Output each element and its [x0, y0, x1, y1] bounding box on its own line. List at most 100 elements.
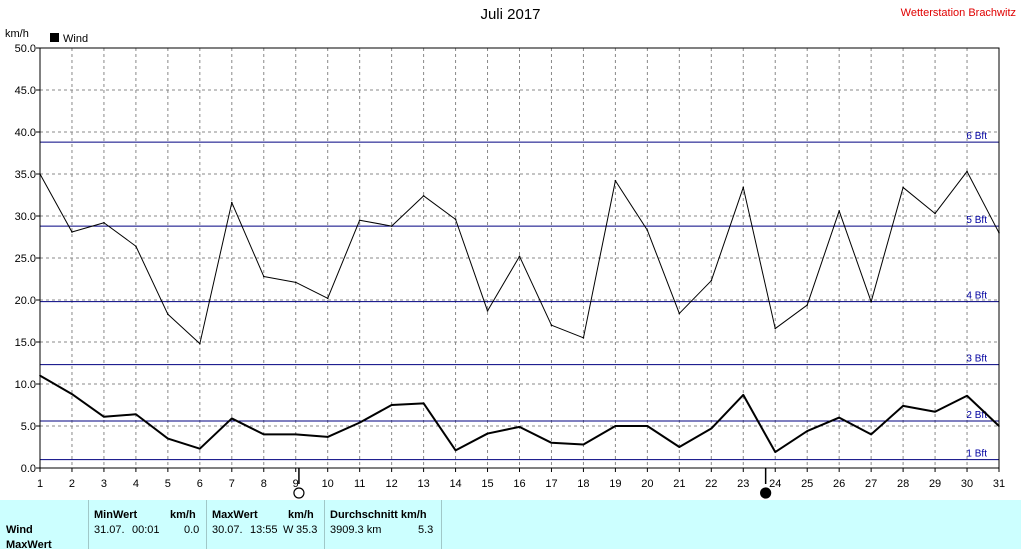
- x-tick-label: 14: [449, 478, 461, 490]
- panel-separator: [441, 500, 442, 549]
- x-tick-label: 10: [322, 478, 334, 490]
- avg-value: 5.3: [418, 524, 434, 536]
- y-tick-label: 0.0: [21, 463, 36, 475]
- x-tick-label: 13: [417, 478, 429, 490]
- data-point: [199, 342, 201, 345]
- data-point: [39, 173, 41, 175]
- data-point: [518, 255, 521, 258]
- data-point: [390, 225, 393, 227]
- data-point: [422, 195, 425, 197]
- series-lines: [39, 170, 1000, 454]
- data-point: [678, 312, 681, 315]
- y-tick-label: 20.0: [15, 295, 36, 307]
- x-tick-label: 18: [577, 478, 589, 490]
- data-point: [998, 425, 1000, 427]
- legend-label: Wind: [63, 33, 88, 45]
- data-point: [742, 394, 745, 396]
- panel-separator: [324, 500, 325, 549]
- data-point: [103, 221, 105, 224]
- x-tick-label: 26: [833, 478, 845, 490]
- bft-label: 3 Bft: [966, 354, 987, 365]
- max-header: MaxWert: [212, 509, 258, 521]
- data-point: [742, 186, 745, 189]
- data-point: [678, 446, 681, 448]
- x-tick-label: 11: [354, 478, 365, 490]
- data-point: [486, 310, 489, 312]
- min-value: 0.0: [184, 524, 200, 536]
- max-date: 30.07.: [212, 524, 243, 536]
- x-tick-label: 7: [229, 478, 235, 490]
- y-tick-labels: 0.0 5.0 10.0 15.0 20.0 25.0 30.0 35.0 40.0 45.0 50…: [15, 43, 36, 475]
- x-tick-label: 28: [897, 478, 909, 490]
- data-point: [838, 416, 840, 419]
- data-point: [934, 212, 936, 215]
- data-point: [646, 425, 649, 427]
- data-point: [614, 425, 617, 427]
- new-moon-icon: [760, 487, 772, 499]
- y-tick-label: 50.0: [15, 43, 36, 55]
- data-point: [806, 430, 808, 432]
- data-point: [135, 413, 137, 416]
- max-time: 13:55: [250, 524, 278, 536]
- data-point: [550, 442, 553, 444]
- data-point: [870, 300, 872, 303]
- data-point: [262, 433, 265, 436]
- data-point: [326, 297, 329, 300]
- x-tick-label: 31: [993, 478, 1005, 490]
- row-label-maxwert: MaxWert: [6, 539, 52, 551]
- series-line-maxwert: [39, 170, 1000, 345]
- data-point: [231, 201, 233, 204]
- data-point: [231, 417, 233, 420]
- x-tick-label: 15: [481, 478, 493, 490]
- data-point: [294, 281, 297, 284]
- min-date: 31.07.: [94, 524, 125, 536]
- data-point: [103, 415, 105, 418]
- data-point: [262, 275, 265, 278]
- x-tick-label: 5: [165, 478, 171, 490]
- min-time: 00:01: [132, 524, 160, 536]
- data-point: [422, 402, 425, 405]
- data-point: [167, 437, 169, 440]
- bft-label: 4 Bft: [966, 291, 987, 302]
- avg-distance: 3909.3 km: [330, 524, 382, 536]
- x-tick-label: 16: [513, 478, 525, 490]
- data-point: [199, 447, 201, 450]
- min-unit: km/h: [170, 509, 196, 521]
- y-tick-label: 10.0: [15, 379, 36, 391]
- grid-lines: [40, 48, 999, 468]
- panel-separator: [206, 500, 207, 549]
- wind-chart: 1 Bft 2 Bft 3 Bft 4 Bft 5 Bft 6 Bft 0.0 5.0 10.…: [5, 28, 1005, 499]
- panel-separator: [88, 500, 89, 549]
- bft-label: 6 Bft: [966, 131, 987, 142]
- data-point: [998, 232, 1000, 234]
- data-point: [135, 245, 137, 248]
- data-point: [454, 449, 457, 452]
- data-point: [390, 404, 393, 406]
- y-tick-label: 5.0: [21, 421, 36, 433]
- x-tick-label: 9: [293, 478, 299, 490]
- data-point: [294, 433, 297, 436]
- data-point: [710, 427, 713, 430]
- data-point: [870, 433, 872, 436]
- beaufort-reference-lines: 1 Bft 2 Bft 3 Bft 4 Bft 5 Bft 6 Bft: [40, 131, 999, 461]
- data-point: [71, 231, 73, 233]
- y-tick-label: 45.0: [15, 85, 36, 97]
- data-point: [774, 451, 777, 453]
- max-direction: W: [283, 524, 294, 536]
- bft-label: 5 Bft: [966, 215, 987, 226]
- stats-panel: Wind MaxWert MinWert km/h 31.07. 00:01 0…: [0, 500, 1021, 551]
- y-tick-label: 25.0: [15, 253, 36, 265]
- data-point: [646, 229, 649, 232]
- data-point: [454, 218, 457, 221]
- row-label-wind: Wind: [6, 524, 33, 536]
- x-tick-label: 8: [261, 478, 267, 490]
- bft-label: 2 Bft: [966, 410, 987, 421]
- data-point: [966, 394, 968, 397]
- data-point: [774, 327, 777, 330]
- station-name: Wetterstation Brachwitz: [900, 7, 1016, 19]
- data-point: [518, 426, 521, 428]
- x-tick-label: 1: [37, 478, 43, 490]
- x-tick-label: 25: [801, 478, 813, 490]
- x-tick-label: 20: [641, 478, 653, 490]
- data-point: [838, 210, 840, 212]
